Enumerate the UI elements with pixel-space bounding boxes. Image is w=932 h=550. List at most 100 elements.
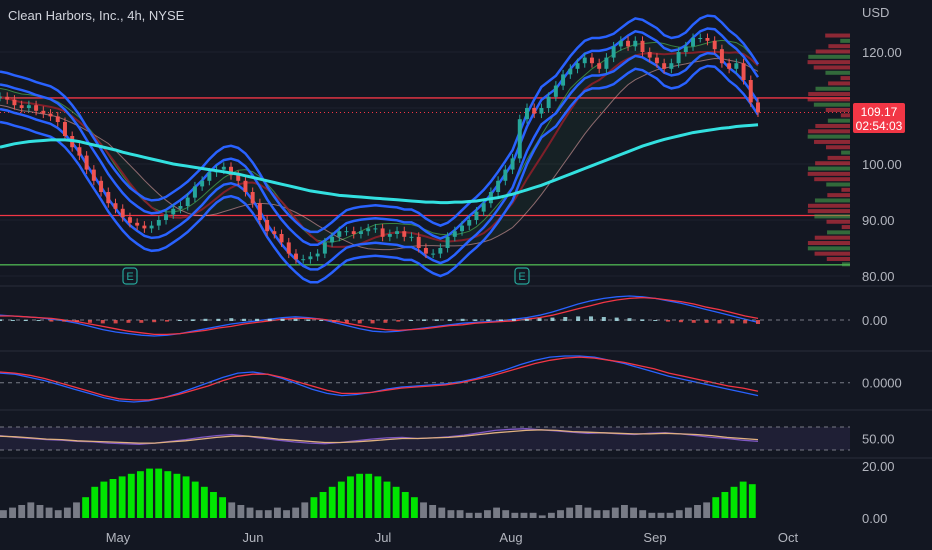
- price-panel[interactable]: [0, 14, 850, 284]
- candle-body: [575, 63, 580, 69]
- histogram-bar: [383, 320, 388, 323]
- histogram-bar: [0, 319, 2, 321]
- volume-bar: [730, 486, 738, 518]
- candle-body: [467, 220, 472, 226]
- volume-profile-bar: [826, 182, 850, 187]
- candle-body: [748, 80, 753, 103]
- candle-body: [91, 169, 96, 181]
- volume-bar: [484, 510, 491, 518]
- volume-bar: [283, 510, 290, 518]
- candle-body: [200, 180, 205, 187]
- candle-body: [510, 158, 515, 170]
- volume-bar: [456, 510, 464, 518]
- candle-body: [366, 228, 371, 232]
- histogram-bar: [743, 320, 748, 324]
- volume-oscillator-panel: [0, 468, 756, 518]
- volume-profile-bar: [814, 235, 850, 240]
- volume-bar: [36, 505, 44, 518]
- volume-profile-bar: [840, 38, 850, 43]
- y-tick-label: 50.00: [862, 432, 895, 447]
- candle-body: [62, 122, 67, 136]
- candle-body: [293, 253, 298, 260]
- candle-body: [532, 108, 537, 114]
- volume-profile-bar: [807, 241, 850, 246]
- candle-body: [438, 248, 443, 254]
- histogram-bar: [499, 319, 504, 321]
- candle-body: [55, 116, 60, 122]
- candle-body: [387, 234, 392, 237]
- candle-body: [34, 105, 39, 111]
- axes: 80.0090.00100.00110.00120.00MayJunJulAug…: [106, 45, 902, 545]
- cloud-span-b-line: [0, 57, 759, 251]
- volume-bar: [45, 507, 53, 518]
- volume-profile-bar: [827, 118, 850, 123]
- candle-body: [243, 180, 248, 192]
- candle-body: [452, 231, 457, 237]
- envelope-band-line: [0, 14, 760, 234]
- volume-bar: [529, 512, 537, 518]
- volume-bar: [611, 507, 619, 518]
- histogram-bar: [588, 316, 593, 321]
- volume-bar: [712, 497, 720, 518]
- volume-bar: [146, 468, 153, 518]
- x-tick-label: Jul: [375, 530, 392, 545]
- volume-bar: [246, 507, 254, 518]
- volume-bar: [264, 510, 272, 518]
- histogram-bar: [601, 317, 606, 321]
- volume-profile-bar: [842, 262, 850, 267]
- candle-body: [691, 38, 696, 47]
- volume-bar: [255, 510, 263, 518]
- volume-bar: [182, 476, 190, 518]
- envelope-band-line: [0, 27, 760, 247]
- histogram-bar: [36, 320, 41, 321]
- candle-body: [308, 256, 313, 260]
- volume-bar: [82, 497, 90, 518]
- histogram-bar: [216, 318, 221, 321]
- volume-profile-bar: [814, 214, 850, 219]
- histogram-bar: [678, 320, 683, 323]
- volume-bar: [200, 486, 208, 518]
- moving-average-line: [0, 123, 759, 205]
- earnings-marker[interactable]: E: [514, 267, 530, 285]
- histogram-bar: [332, 320, 337, 323]
- y-tick-label: 120.00: [862, 45, 902, 60]
- svg-text:E: E: [126, 271, 133, 283]
- y-tick-label: 80.00: [862, 269, 895, 284]
- candle-body: [5, 96, 10, 100]
- candle-body: [41, 110, 46, 114]
- candle-body: [640, 40, 645, 52]
- volume-bar: [401, 492, 409, 518]
- x-tick-label: Jun: [243, 530, 264, 545]
- candle-body: [633, 40, 638, 47]
- volume-bar: [392, 486, 400, 518]
- candle-body: [756, 102, 760, 113]
- volume-bar: [54, 510, 62, 518]
- candle-body: [423, 248, 428, 254]
- candle-body: [19, 105, 24, 108]
- volume-bar: [191, 481, 199, 518]
- candle-body: [402, 231, 407, 237]
- candle-body: [409, 236, 414, 238]
- candle-body: [250, 192, 255, 204]
- candle-body: [496, 180, 501, 192]
- earnings-marker[interactable]: E: [122, 267, 138, 285]
- volume-bar: [465, 512, 473, 518]
- volume-bar: [538, 515, 546, 518]
- volume-bar: [109, 479, 117, 518]
- candle-body: [48, 113, 53, 117]
- volume-bar: [684, 507, 692, 518]
- cloud-span-a-line: [0, 39, 759, 243]
- volume-bar: [739, 481, 747, 518]
- candle-body: [380, 228, 385, 237]
- volume-bar: [310, 497, 318, 518]
- histogram-bar: [357, 320, 362, 324]
- volume-profile-bar: [825, 108, 850, 113]
- histogram-bar: [165, 320, 170, 322]
- candle-body: [301, 259, 306, 261]
- volume-profile-bar: [814, 139, 850, 144]
- volume-bar: [420, 502, 427, 518]
- volume-bar: [566, 507, 574, 518]
- volume-bar: [575, 505, 583, 518]
- volume-profile-bar: [828, 81, 850, 86]
